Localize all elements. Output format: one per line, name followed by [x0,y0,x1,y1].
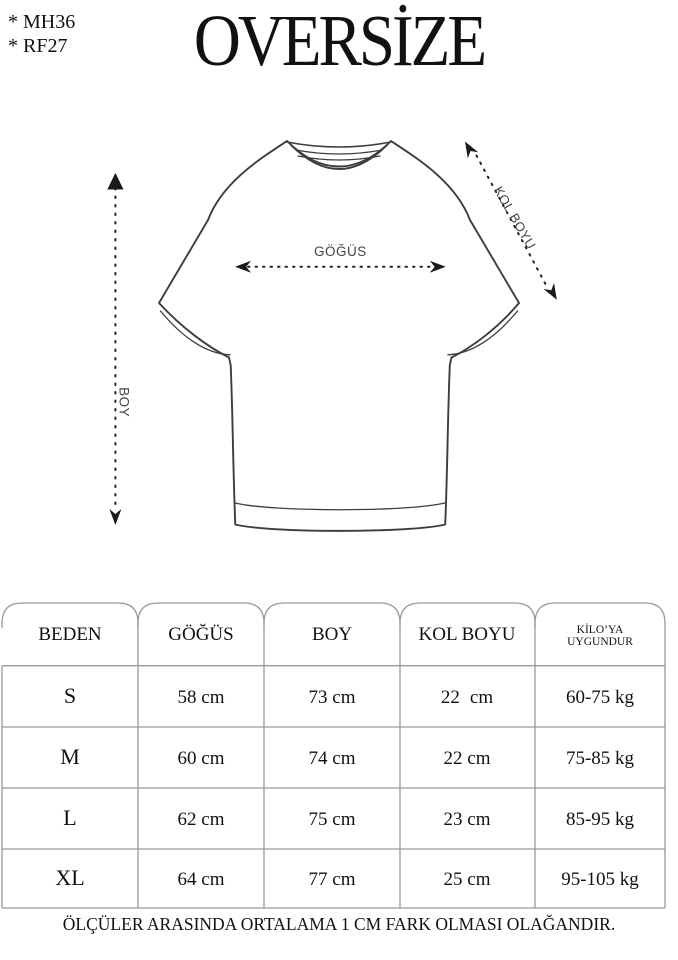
svg-text:KOL BOYU: KOL BOYU [491,184,539,252]
svg-text:BOY: BOY [117,387,132,417]
svg-text:GÖĞÜS: GÖĞÜS [314,244,367,259]
